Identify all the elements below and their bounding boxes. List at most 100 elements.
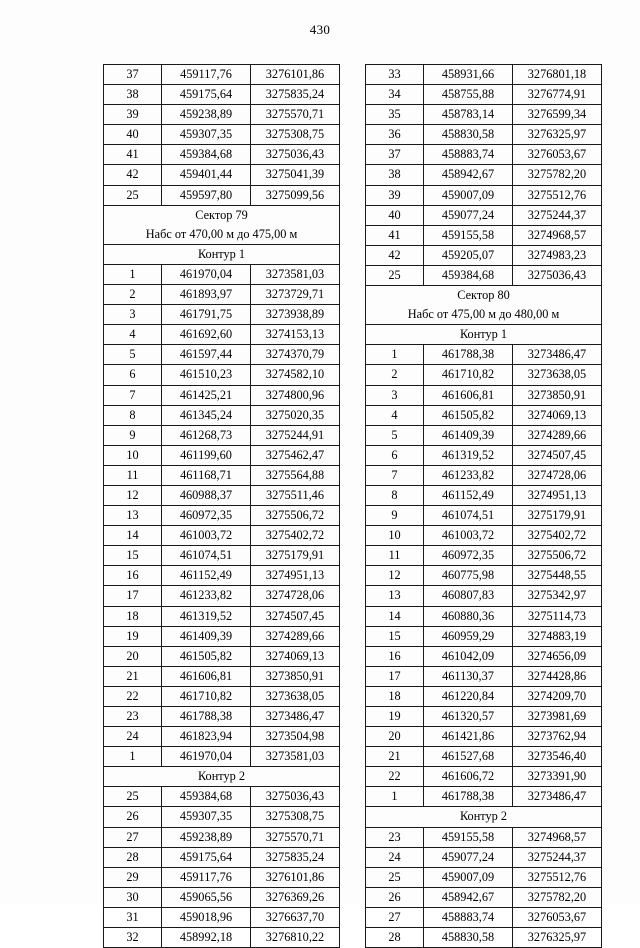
point-number-cell: 30 xyxy=(103,886,162,908)
coordinate-y-cell: 3275570,71 xyxy=(250,826,340,848)
point-number-cell: 14 xyxy=(103,525,162,547)
document-page: 430 37 459117,76 3276101,86 38 459175,64 3275… xyxy=(103,22,602,948)
coordinate-y-cell: 3275512,76 xyxy=(512,866,602,888)
coordinate-y-cell: 3275506,72 xyxy=(512,545,602,567)
sector-header: Сектор 79 Набс от 470,00 м до 475,00 м xyxy=(103,204,340,245)
coordinate-y-cell: 3275020,35 xyxy=(250,404,340,426)
table-row: 17 461130,37 3274428,86 xyxy=(365,665,602,687)
table-row: 24 461823,94 3273504,98 xyxy=(103,726,340,748)
coordinate-x-cell: 461152,49 xyxy=(161,565,251,587)
coordinate-x-cell: 461606,72 xyxy=(423,766,513,788)
coordinate-x-cell: 461606,81 xyxy=(423,384,513,406)
right-table-body: 33 458931,66 3276801,18 34 458755,88 3276774,… xyxy=(365,63,602,948)
coordinate-y-cell: 3276101,86 xyxy=(250,866,340,888)
point-number-cell: 3 xyxy=(365,384,424,406)
coordinate-y-cell: 3274968,57 xyxy=(512,826,602,848)
table-row: 13 460807,83 3275342,97 xyxy=(365,585,602,607)
table-row: 38 458942,67 3275782,20 xyxy=(365,164,602,186)
coordinate-y-cell: 3275114,73 xyxy=(512,605,602,627)
point-number-cell: 42 xyxy=(103,164,162,186)
coordinate-x-cell: 461970,04 xyxy=(161,746,251,768)
coordinate-x-cell: 461074,51 xyxy=(423,505,513,527)
point-number-cell: 31 xyxy=(103,906,162,929)
table-row: 34 458755,88 3276774,91 xyxy=(365,84,602,106)
coordinate-x-cell: 459401,44 xyxy=(161,164,251,186)
table-row: 37 458883,74 3276053,67 xyxy=(365,144,602,166)
coordinate-x-cell: 461527,68 xyxy=(423,746,513,768)
coordinate-y-cell: 3274209,70 xyxy=(512,685,602,708)
coordinate-y-cell: 3273762,94 xyxy=(512,726,602,748)
coordinate-y-cell: 3274968,57 xyxy=(512,224,602,246)
point-number-cell: 16 xyxy=(365,645,424,667)
contour-header-row: Контур 2 xyxy=(103,766,340,788)
table-row: 20 461421,86 3273762,94 xyxy=(365,726,602,748)
coordinate-y-cell: 3276053,67 xyxy=(512,144,602,166)
coordinate-y-cell: 3273391,90 xyxy=(512,766,602,788)
coordinate-x-cell: 461505,82 xyxy=(161,645,251,667)
coordinate-y-cell: 3275244,91 xyxy=(250,424,340,446)
table-row: 4 461692,60 3274153,13 xyxy=(103,324,340,346)
coordinate-y-cell: 3275448,55 xyxy=(512,565,602,587)
point-number-cell: 17 xyxy=(365,665,424,687)
table-row: 23 459155,58 3274968,57 xyxy=(365,826,602,848)
coordinate-y-cell: 3273938,89 xyxy=(250,304,340,326)
table-row: 41 459384,68 3275036,43 xyxy=(103,144,340,166)
coordinate-y-cell: 3274983,23 xyxy=(512,244,602,266)
coordinate-y-cell: 3274951,13 xyxy=(250,565,340,587)
table-row: 28 458830,58 3276325,97 xyxy=(365,927,602,948)
coordinate-x-cell: 458883,74 xyxy=(423,144,513,166)
point-number-cell: 42 xyxy=(365,244,424,266)
table-row: 2 461893,97 3273729,71 xyxy=(103,284,340,306)
table-row: 5 461409,39 3274289,66 xyxy=(365,424,602,446)
point-number-cell: 34 xyxy=(365,84,424,106)
table-row: 35 458783,14 3276599,34 xyxy=(365,104,602,126)
table-row: 42 459401,44 3275041,39 xyxy=(103,164,340,186)
coordinate-y-cell: 3275564,88 xyxy=(250,464,340,486)
coordinate-y-cell: 3276053,67 xyxy=(512,906,602,929)
coordinate-x-cell: 461823,94 xyxy=(161,726,251,748)
coordinate-y-cell: 3275036,43 xyxy=(250,786,340,808)
table-row: 25 459007,09 3275512,76 xyxy=(365,866,602,888)
coordinate-x-cell: 459155,58 xyxy=(423,826,513,848)
coordinate-y-cell: 3273638,05 xyxy=(250,685,340,708)
table-row: 39 459007,09 3275512,76 xyxy=(365,184,602,206)
point-number-cell: 1 xyxy=(103,263,162,286)
point-number-cell: 4 xyxy=(103,324,162,346)
coordinate-y-cell: 3274289,66 xyxy=(512,424,602,446)
point-number-cell: 19 xyxy=(103,625,162,647)
table-row: 26 458942,67 3275782,20 xyxy=(365,886,602,908)
table-row: 31 459018,96 3276637,70 xyxy=(103,906,340,929)
coordinate-y-cell: 3275179,91 xyxy=(250,545,340,567)
coordinate-x-cell: 458755,88 xyxy=(423,84,513,106)
point-number-cell: 40 xyxy=(103,124,162,146)
coordinate-y-cell: 3276325,97 xyxy=(512,927,602,948)
sector-title: Сектор 80 xyxy=(457,288,510,303)
point-number-cell: 38 xyxy=(103,84,162,106)
table-row: 41 459155,58 3274968,57 xyxy=(365,224,602,246)
point-number-cell: 13 xyxy=(103,505,162,527)
coordinate-x-cell: 460807,83 xyxy=(423,585,513,607)
table-row: 28 459175,64 3275835,24 xyxy=(103,846,340,868)
table-row: 14 460880,36 3275114,73 xyxy=(365,605,602,627)
point-number-cell: 29 xyxy=(103,866,162,888)
coordinate-y-cell: 3274800,96 xyxy=(250,384,340,406)
contour-header-row: Контур 1 xyxy=(103,243,340,265)
coordinate-y-cell: 3274582,10 xyxy=(250,364,340,386)
coordinate-y-cell: 3275506,72 xyxy=(250,505,340,527)
coordinate-y-cell: 3273981,69 xyxy=(512,705,602,728)
coordinate-x-cell: 460775,98 xyxy=(423,565,513,587)
point-number-cell: 39 xyxy=(103,104,162,126)
point-number-cell: 18 xyxy=(365,685,424,708)
contour-header: Контур 1 xyxy=(103,243,340,265)
coordinate-y-cell: 3275782,20 xyxy=(512,886,602,908)
left-column: 37 459117,76 3276101,86 38 459175,64 3275835,… xyxy=(103,63,340,948)
coordinate-y-cell: 3275462,47 xyxy=(250,444,340,466)
point-number-cell: 23 xyxy=(103,705,162,728)
point-number-cell: 12 xyxy=(103,484,162,507)
point-number-cell: 37 xyxy=(103,63,162,86)
point-number-cell: 26 xyxy=(103,806,162,828)
coordinate-y-cell: 3273486,47 xyxy=(512,344,602,366)
coordinate-x-cell: 458830,58 xyxy=(423,124,513,146)
coordinate-x-cell: 458783,14 xyxy=(423,104,513,126)
coordinate-x-cell: 461003,72 xyxy=(423,525,513,547)
